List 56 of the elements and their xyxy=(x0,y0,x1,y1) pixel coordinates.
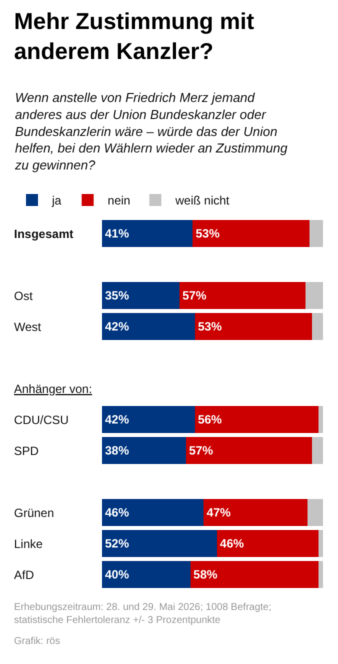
bar xyxy=(204,499,308,526)
y-tick-label: SPD xyxy=(14,444,40,458)
bar xyxy=(310,220,323,247)
text: Grafik: rös xyxy=(14,636,60,647)
data-label: 58% xyxy=(193,568,218,582)
data-label: 56% xyxy=(198,412,222,427)
data-label: 47% xyxy=(206,506,232,520)
bar xyxy=(102,406,195,433)
bar xyxy=(102,437,186,464)
bar xyxy=(305,282,323,309)
chart-subtitle: Wenn anstelle von Friedrich Merz jemand anderes aus der Union Bundeskanzler oder Bundeskanzlerin wäre – würde das der Union helfen, bei den Wählern wieder an Zustimmung zu gewinnen? xyxy=(14,90,288,173)
bar xyxy=(102,499,204,526)
bar xyxy=(102,282,180,309)
bar xyxy=(308,499,323,526)
bar xyxy=(194,313,312,340)
bar xyxy=(192,220,310,247)
legend-label: weiß nicht xyxy=(174,194,230,208)
bar xyxy=(102,530,217,557)
data-label: 52% xyxy=(105,536,130,550)
y-tick-label: CDU/CSU xyxy=(14,413,69,427)
y-tick-label: Insgesamt xyxy=(14,227,74,241)
bar xyxy=(102,561,190,588)
data-label: 41% xyxy=(105,226,130,241)
data-label: 40% xyxy=(105,568,130,582)
y-tick-label: Ost xyxy=(14,289,34,303)
bar xyxy=(312,313,323,340)
y-tick-label: Grünen xyxy=(14,506,54,520)
data-label: 46% xyxy=(105,506,130,520)
bar xyxy=(102,220,193,247)
text: Erhebungszeitraum: 28. und 29. Mai 2026; 1008 Befragte; statistische Fehlertoleranz +/- 3 Prozentpunkte xyxy=(14,602,272,626)
data-label: 46% xyxy=(220,536,244,550)
bar xyxy=(194,406,319,433)
data-label: 42% xyxy=(105,320,130,334)
data-label: 57% xyxy=(182,288,207,303)
bar xyxy=(312,437,323,464)
data-label: 53% xyxy=(196,226,220,241)
data-label: 38% xyxy=(105,444,130,458)
bar xyxy=(318,530,323,557)
y-tick-label: West xyxy=(14,320,42,334)
data-label: 35% xyxy=(105,288,130,303)
y-tick-label: AfD xyxy=(14,568,34,582)
bar xyxy=(216,530,319,557)
bar xyxy=(102,313,195,340)
legend-label: ja xyxy=(51,194,62,208)
y-tick-label: Linke xyxy=(14,537,44,551)
bar xyxy=(179,282,306,309)
bar xyxy=(186,437,312,464)
text: Anhänger von: xyxy=(14,382,92,396)
legend-label: nein xyxy=(108,194,130,208)
bar xyxy=(318,406,323,433)
bar xyxy=(190,561,319,588)
bar xyxy=(318,561,323,588)
data-label: 57% xyxy=(188,444,214,458)
data-label: 42% xyxy=(105,412,130,427)
chart-title: Mehr Zustimmung mit anderem Kanzler? xyxy=(14,8,255,64)
data-label: 53% xyxy=(198,320,222,334)
